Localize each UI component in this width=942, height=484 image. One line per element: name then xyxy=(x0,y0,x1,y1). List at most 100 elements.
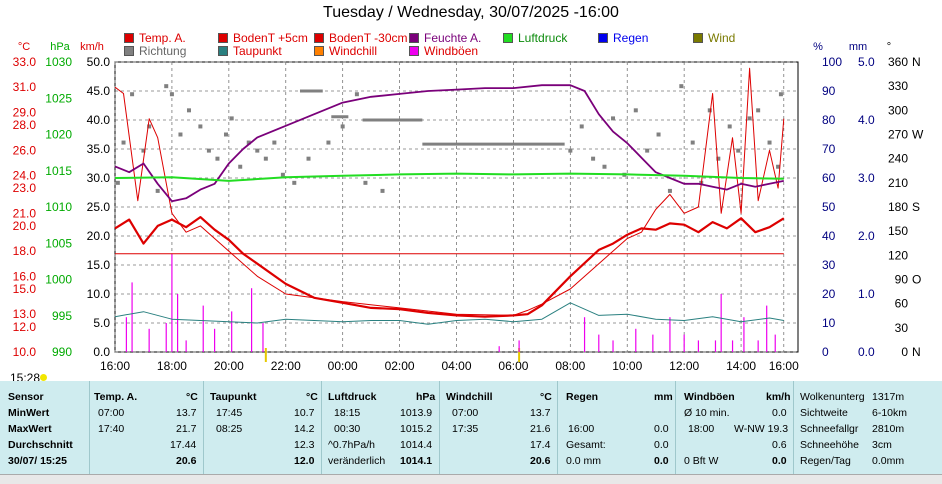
direction-point xyxy=(238,164,243,169)
legend-swatch xyxy=(409,46,419,56)
stats-time: 16:00 xyxy=(568,423,595,435)
legend-wind[interactable]: Wind xyxy=(693,31,735,45)
series-line xyxy=(114,67,785,316)
legend-swatch xyxy=(598,33,608,43)
x-tick-label: 16:00 xyxy=(769,359,799,373)
x-tick-label: 04:00 xyxy=(441,359,471,373)
misc-label: Schneehöhe xyxy=(800,439,859,451)
misc-value: 0.0mm xyxy=(872,455,905,467)
y-tick-label: 40 xyxy=(822,229,836,243)
stats-unit: mm xyxy=(654,391,673,403)
compass-label: S xyxy=(912,200,920,214)
direction-point xyxy=(716,156,721,161)
stats-time: 17:40 xyxy=(98,423,125,435)
y-tick-label: 1025 xyxy=(45,91,72,105)
stats-header: Windchill xyxy=(446,391,493,403)
direction-point xyxy=(263,156,268,161)
stats-value: 1015.2 xyxy=(400,423,433,435)
stats-value: 1014.1 xyxy=(400,455,433,467)
stats-rain-today: 0.0 mm xyxy=(566,455,602,467)
stats-header: Luftdruck xyxy=(328,391,377,403)
stats-unit: hPa xyxy=(416,391,436,403)
y-tick-label: 45.0 xyxy=(87,84,111,98)
y-tick-label: 21.0 xyxy=(13,206,37,220)
series-line xyxy=(114,84,784,203)
y-tick-label: 300 xyxy=(888,103,908,117)
y-tick-label: 20 xyxy=(822,287,836,301)
direction-point xyxy=(280,172,285,177)
y-tick-label: 16.0 xyxy=(13,269,37,283)
direction-point xyxy=(591,156,596,161)
stats-total-label: Gesamt: xyxy=(566,439,606,451)
stats-value: 0.0 xyxy=(772,455,787,467)
stats-time: 08:25 xyxy=(216,423,243,435)
stats-gust-column: Windböen km/h Ø 10 min. 0.0 18:00 W-NW 1… xyxy=(676,381,794,474)
series-line xyxy=(114,302,784,325)
stats-row-label: 30/07/ 15:25 xyxy=(8,455,67,467)
y-tick-label: 1015 xyxy=(45,164,72,178)
axis-unit-label: ° xyxy=(887,41,891,53)
stats-time: 18:15 xyxy=(334,407,361,419)
stats-header: Regen xyxy=(566,391,599,403)
stats-avg-label: Ø 10 min. xyxy=(684,407,730,419)
stats-panel: Sensor MinWert MaxWert Durchschnitt 30/0… xyxy=(0,381,942,474)
misc-label: Wolkenunterg xyxy=(800,391,865,403)
legend-label: Windchill xyxy=(329,44,378,58)
y-tick-label: 1010 xyxy=(45,200,72,214)
y-tick-label: 3.0 xyxy=(858,171,875,185)
legend-swatch xyxy=(314,46,324,56)
legend-swatch xyxy=(314,33,324,43)
stats-value: 12.3 xyxy=(294,439,315,451)
series-line xyxy=(114,216,785,318)
legend-swatch xyxy=(503,33,513,43)
axis-unit-label: % xyxy=(813,41,823,53)
direction-point xyxy=(767,140,772,145)
legend-bodent-30[interactable]: BodenT -30cm xyxy=(314,31,408,45)
y-tick-label: 15.0 xyxy=(87,258,111,272)
stats-value: 17.44 xyxy=(170,439,197,451)
legend-swatch xyxy=(124,46,134,56)
x-tick-label: 12:00 xyxy=(669,359,699,373)
y-tick-label: 29.0 xyxy=(13,105,37,119)
direction-point xyxy=(178,132,183,137)
current-time-marker xyxy=(40,374,47,381)
legend-regen[interactable]: Regen xyxy=(598,31,648,45)
legend-richtung[interactable]: Richtung xyxy=(124,44,186,58)
chart-title: Tuesday / Wednesday, 30/07/2025 -16:00 xyxy=(323,4,619,21)
direction-point xyxy=(164,84,169,89)
legend-bodent-5[interactable]: BodenT +5cm xyxy=(218,31,308,45)
x-tick-label: 22:00 xyxy=(271,359,301,373)
y-tick-label: 5.0 xyxy=(93,316,110,330)
y-tick-label: 1005 xyxy=(45,236,72,250)
y-tick-label: 33.0 xyxy=(13,55,37,69)
legend-windboeen[interactable]: Windböen xyxy=(409,44,478,58)
weather-chart: 16:00 18:00 20:00 22:00 00:00 02:00 04:00 06:00… xyxy=(13,41,924,373)
y-tick-label: 10.0 xyxy=(87,287,111,301)
stats-temp-column: Temp. A. °C 07:00 13.7 17:40 21.7 17.44 … xyxy=(90,381,204,474)
y-tick-label: 40.0 xyxy=(87,113,111,127)
direction-point xyxy=(776,164,781,169)
legend-feuchte[interactable]: Feuchte A. xyxy=(409,31,481,45)
y-tick-label: 80 xyxy=(822,113,836,127)
direction-point xyxy=(679,84,684,89)
y-tick-label: 0.0 xyxy=(858,345,875,359)
stats-value: 1014.4 xyxy=(400,439,433,451)
x-tick-label: 06:00 xyxy=(498,359,528,373)
legend-taupunkt[interactable]: Taupunkt xyxy=(218,44,282,58)
y-tick-label: 31.0 xyxy=(13,80,37,94)
y-tick-label: 10 xyxy=(822,316,836,330)
stats-value: 13.7 xyxy=(530,407,551,419)
stats-value: 1013.9 xyxy=(400,407,433,419)
axes: 16:00 18:00 20:00 22:00 00:00 02:00 04:00 06:00… xyxy=(13,41,924,373)
stats-value: 13.7 xyxy=(176,407,197,419)
legend-temp-a[interactable]: Temp. A. xyxy=(124,31,186,45)
stats-value: 21.6 xyxy=(530,423,551,435)
direction-point xyxy=(272,140,277,145)
y-tick-label: 24.0 xyxy=(13,168,37,182)
y-tick-label: 26.0 xyxy=(13,143,37,157)
direction-point xyxy=(736,148,741,153)
misc-label: Schneefallgr xyxy=(800,423,859,435)
legend-windchill[interactable]: Windchill xyxy=(314,44,377,58)
legend-luftdruck[interactable]: Luftdruck xyxy=(503,31,567,45)
legend-label: Taupunkt xyxy=(233,44,282,58)
